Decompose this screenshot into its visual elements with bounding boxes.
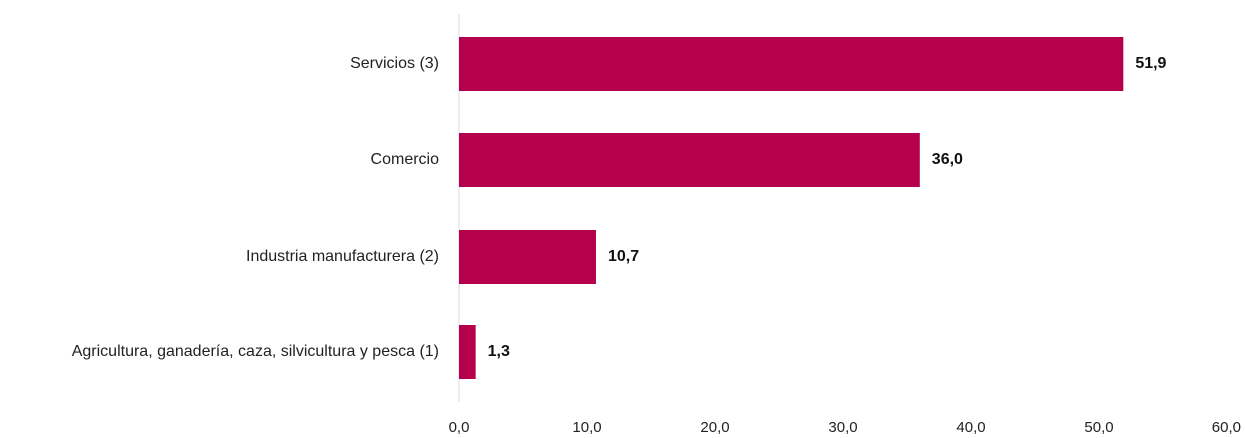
x-tick-label: 10,0 [572, 419, 601, 436]
category-label: Servicios (3) [350, 55, 439, 72]
bar [459, 133, 920, 187]
bars-group [459, 37, 1124, 379]
x-tick-label: 40,0 [956, 419, 985, 436]
data-labels: 51,9 36,0 10,7 1,3 [488, 55, 1167, 360]
data-label: 36,0 [932, 151, 963, 168]
x-axis-ticks: 0,0 10,0 20,0 30,0 40,0 50,0 60,0 [449, 419, 1241, 436]
bar [459, 37, 1124, 91]
data-label: 51,9 [1135, 55, 1166, 72]
bar [459, 325, 476, 379]
data-label: 1,3 [488, 343, 510, 360]
category-label: Comercio [371, 151, 440, 168]
x-tick-label: 20,0 [700, 419, 729, 436]
data-label: 10,7 [608, 248, 639, 265]
category-label: Industria manufacturera (2) [246, 248, 439, 265]
x-tick-label: 50,0 [1084, 419, 1113, 436]
x-tick-label: 0,0 [449, 419, 470, 436]
category-labels: Servicios (3) Comercio Industria manufactu… [72, 55, 439, 360]
category-label: Agricultura, ganadería, caza, silvicultu… [72, 343, 439, 360]
x-tick-label: 30,0 [828, 419, 857, 436]
bar [459, 230, 596, 284]
x-tick-label: 60,0 [1212, 419, 1241, 436]
